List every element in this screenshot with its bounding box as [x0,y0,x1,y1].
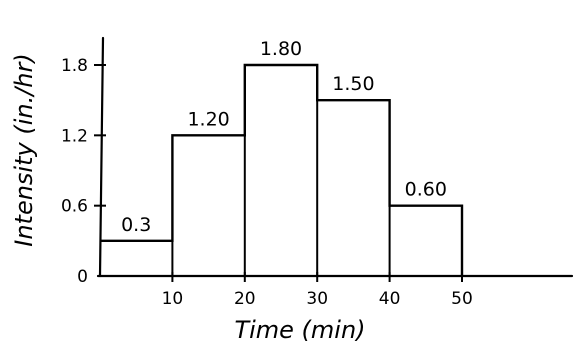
x-tick-label: 40 [379,289,401,309]
x-tick-label: 20 [234,289,256,309]
y-tick-label: 0 [77,267,88,287]
step-series [100,63,464,276]
tick-labels: 0 0.6 1.2 1.8 10 20 30 40 50 [61,56,473,309]
y-tick-label: 0.6 [61,197,88,217]
data-label: 1.50 [332,73,374,95]
data-label: 0.3 [121,214,151,236]
data-label: 1.20 [187,108,229,130]
data-label: 1.80 [260,38,302,60]
y-axis-line [98,36,105,278]
x-axis-label: Time (min) [234,316,365,344]
data-labels: 0.3 1.20 1.80 1.50 0.60 [121,38,447,236]
x-tick-label: 50 [451,289,473,309]
y-tick-label: 1.2 [61,126,88,146]
y-tick-label: 1.8 [61,56,88,76]
y-axis-label: Intensity (in./hr) [10,53,38,247]
data-label: 0.60 [405,179,447,201]
step-line [100,63,464,276]
x-tick-label: 10 [162,289,184,309]
x-tick-label: 30 [306,289,328,309]
